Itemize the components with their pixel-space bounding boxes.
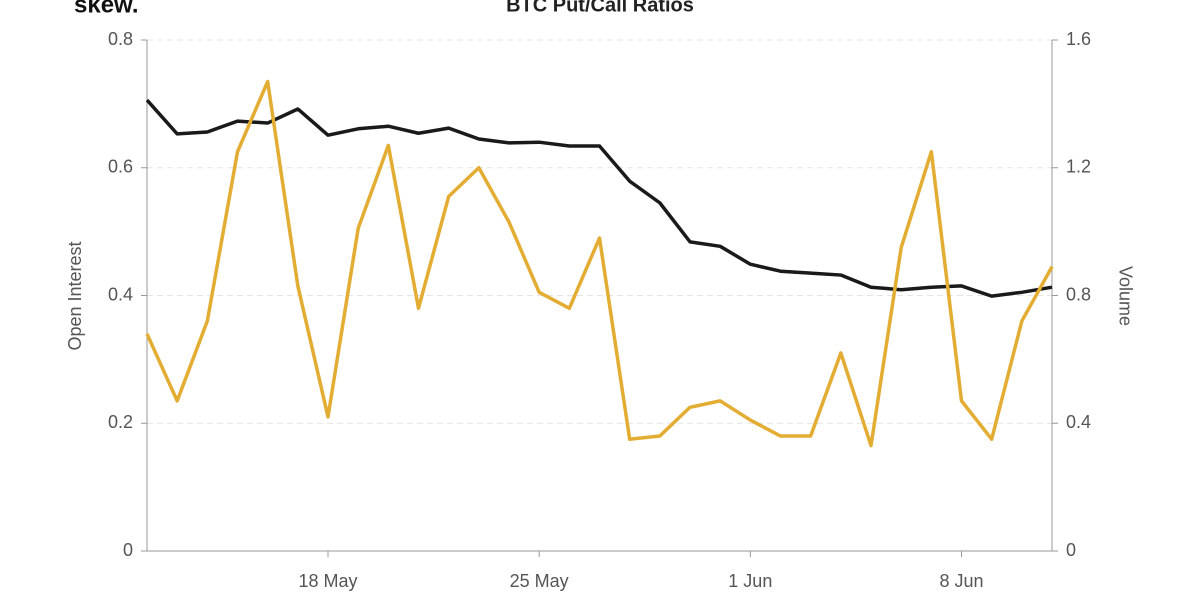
y-tick-label: 0.6 (108, 157, 133, 177)
x-tick-label: 1 Jun (728, 571, 772, 591)
x-tick-label: 18 May (298, 571, 357, 591)
y-axis-label: Open Interest (65, 241, 85, 350)
y-tick-label: 0 (123, 540, 133, 560)
series-line (145, 98, 1053, 298)
y2-tick-label: 0.8 (1066, 284, 1091, 304)
y2-tick-label: 1.2 (1066, 157, 1091, 177)
y2-tick-label: 0 (1066, 540, 1076, 560)
logo: skew. (74, 0, 139, 18)
y2-tick-label: 0.4 (1066, 412, 1091, 432)
y-tick-label: 0.4 (108, 284, 133, 304)
chart-title: BTC Put/Call Ratios (506, 0, 694, 16)
series-line (145, 79, 1054, 448)
y2-tick-label: 1.6 (1066, 29, 1091, 49)
x-tick-label: 25 May (510, 571, 569, 591)
y-tick-label: 0.8 (108, 29, 133, 49)
y-tick-label: 0.2 (108, 412, 133, 432)
x-tick-label: 8 Jun (939, 571, 983, 591)
y2-axis-label: Volume (1115, 266, 1135, 326)
